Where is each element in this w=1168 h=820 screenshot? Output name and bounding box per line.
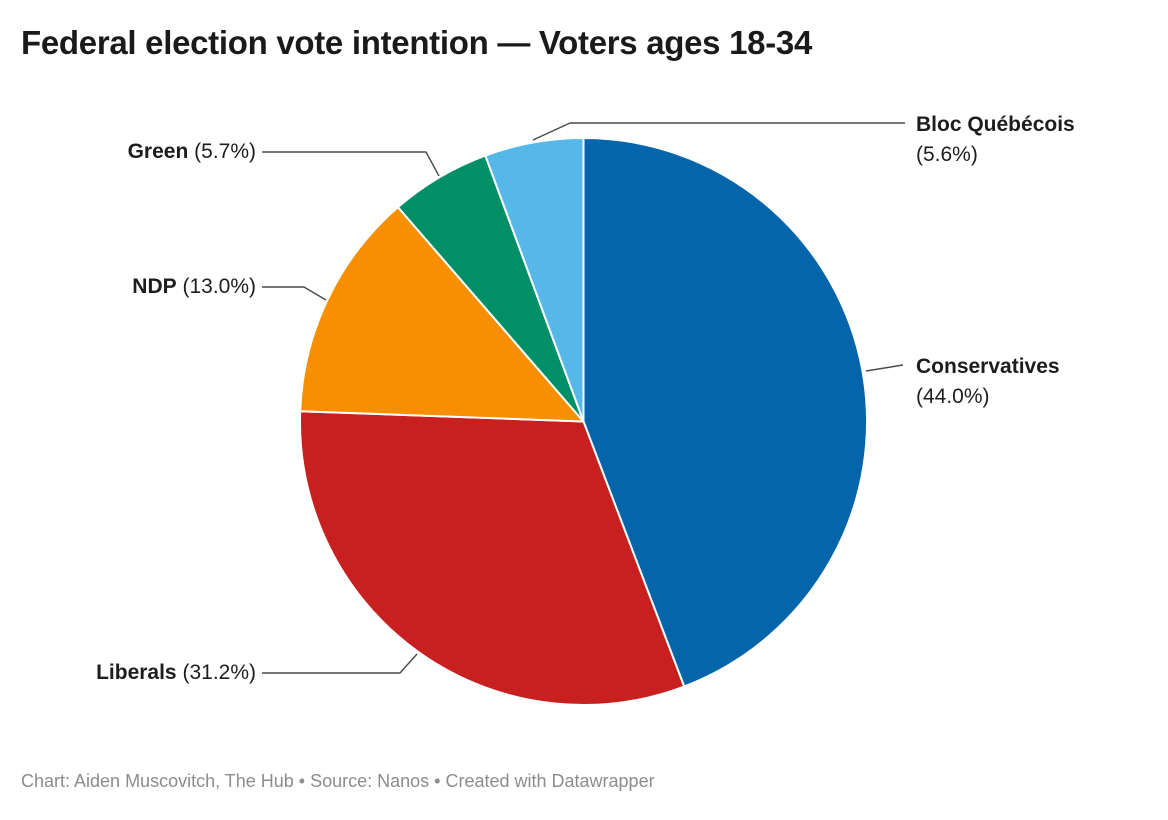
leader-lines <box>262 122 905 674</box>
leader-line-ndp <box>262 286 327 301</box>
label-bloc-quebecois-name: Bloc Québécois <box>916 113 1075 136</box>
leader-line-green <box>262 151 440 177</box>
leader-line-bloc-quebecois <box>532 122 905 141</box>
label-liberals-value: (31.2%) <box>182 661 256 684</box>
label-green-name: Green <box>127 140 189 163</box>
pie-slice-bloc-quebecois[interactable] <box>484 137 585 423</box>
label-ndp: NDP (13.0%) <box>30 272 256 302</box>
label-conservatives: Conservatives (44.0%) <box>916 352 1060 412</box>
leader-line-conservatives <box>865 364 904 372</box>
label-liberals-name: Liberals <box>96 661 177 684</box>
pie-slice-ndp[interactable] <box>299 206 585 423</box>
leader-line-liberals <box>262 653 418 674</box>
label-ndp-name: NDP <box>132 275 177 298</box>
chart-title: Federal election vote intention — Voters… <box>21 24 812 61</box>
label-green: Green (5.7%) <box>30 137 256 167</box>
label-conservatives-name: Conservatives <box>916 355 1060 378</box>
label-green-value: (5.7%) <box>194 140 256 163</box>
label-bloc-quebecois-value: (5.6%) <box>916 143 978 166</box>
label-conservatives-value: (44.0%) <box>916 385 990 408</box>
label-liberals: Liberals (31.2%) <box>30 658 256 688</box>
pie-slice-conservatives[interactable] <box>582 137 868 688</box>
pie <box>299 137 868 706</box>
label-bloc-quebecois: Bloc Québécois (5.6%) <box>916 110 1075 170</box>
pie-slice-liberals[interactable] <box>299 410 686 706</box>
label-ndp-value: (13.0%) <box>182 275 256 298</box>
attribution-footer: Chart: Aiden Muscovitch, The Hub • Sourc… <box>21 771 655 791</box>
